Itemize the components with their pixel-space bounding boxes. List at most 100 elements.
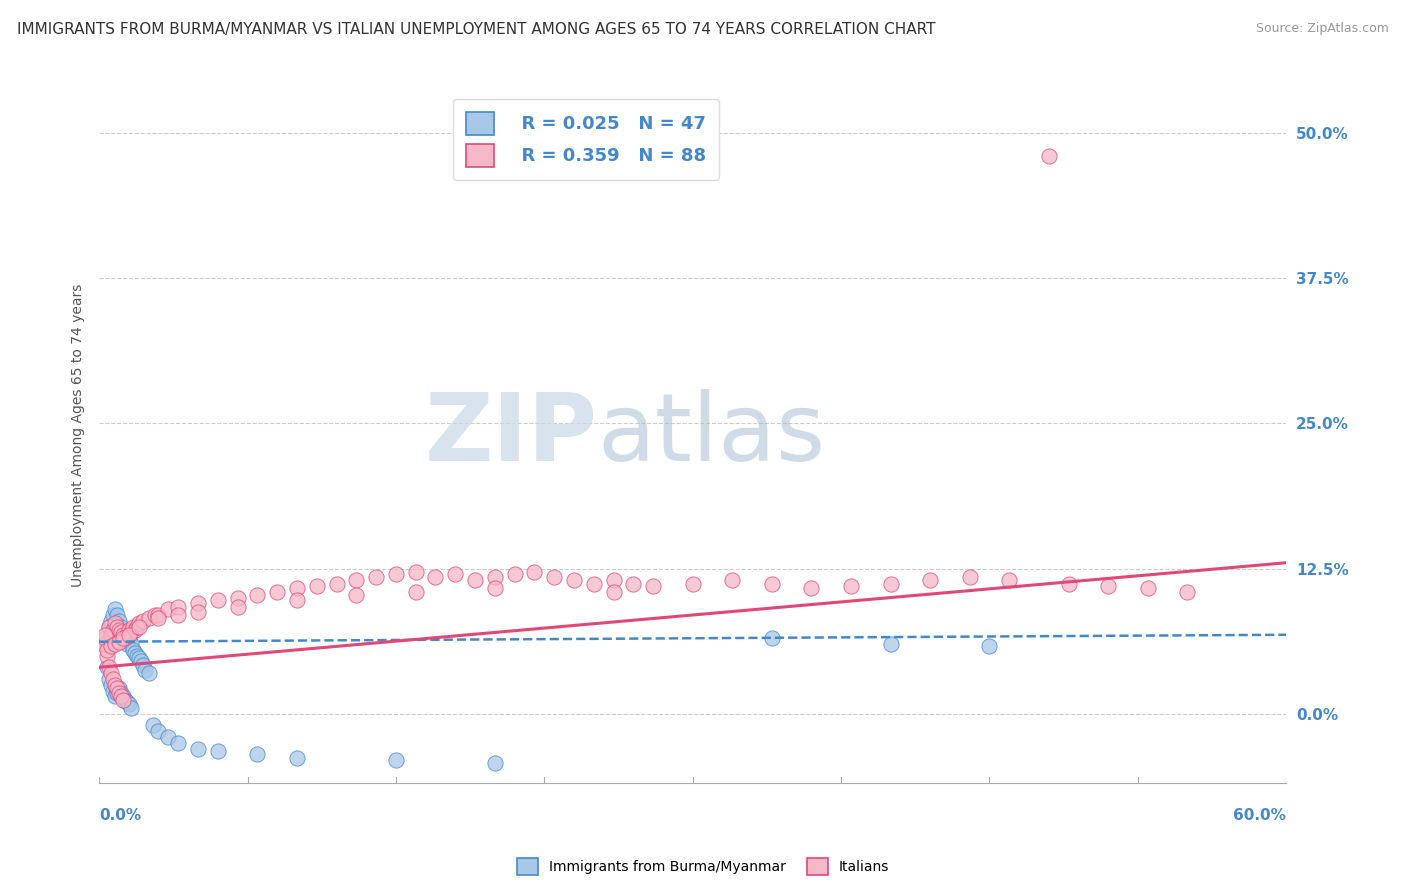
Point [266, 584, 288, 599]
Text: atlas: atlas [598, 389, 825, 481]
Point [167, 607, 190, 622]
Point [105, 607, 128, 622]
Point [105, 681, 128, 696]
Point [111, 625, 134, 640]
Point [118, 632, 141, 646]
Point [111, 632, 134, 646]
Point [110, 619, 132, 633]
Point [998, 573, 1021, 587]
Point [114, 632, 136, 646]
Point [118, 628, 141, 642]
Point [121, 643, 143, 657]
Y-axis label: Unemployment Among Ages 65 to 74 years: Unemployment Among Ages 65 to 74 years [72, 284, 86, 587]
Point [405, 584, 427, 599]
Point [108, 686, 131, 700]
Point [100, 640, 122, 654]
Point [879, 576, 901, 591]
Point [100, 614, 122, 628]
Point [94, 628, 117, 642]
Point [115, 637, 138, 651]
Point [582, 576, 605, 591]
Point [405, 565, 427, 579]
Point [134, 663, 156, 677]
Point [108, 634, 131, 648]
Point [98, 619, 121, 633]
Point [94, 632, 117, 646]
Point [1057, 576, 1080, 591]
Point [98, 660, 121, 674]
Point [187, 741, 209, 756]
Point [148, 611, 170, 625]
Point [484, 756, 506, 770]
Point [120, 637, 142, 651]
Point [108, 681, 131, 696]
Text: Source: ZipAtlas.com: Source: ZipAtlas.com [1256, 22, 1389, 36]
Point [444, 567, 467, 582]
Point [94, 637, 117, 651]
Point [96, 648, 118, 663]
Point [425, 569, 447, 583]
Legend: Immigrants from Burma/Myanmar, Italians: Immigrants from Burma/Myanmar, Italians [512, 853, 894, 880]
Point [959, 569, 981, 583]
Point [104, 637, 127, 651]
Point [141, 718, 163, 732]
Point [167, 736, 190, 750]
Point [602, 573, 624, 587]
Point [101, 623, 124, 637]
Point [285, 751, 308, 765]
Point [111, 690, 134, 704]
Point [167, 599, 190, 614]
Point [125, 619, 148, 633]
Point [148, 607, 170, 622]
Point [503, 567, 526, 582]
Point [1136, 582, 1159, 596]
Point [98, 619, 121, 633]
Point [131, 614, 153, 628]
Point [682, 576, 704, 591]
Point [187, 605, 209, 619]
Point [325, 576, 347, 591]
Point [143, 607, 166, 622]
Point [621, 576, 644, 591]
Point [100, 628, 122, 642]
Point [562, 573, 585, 587]
Point [879, 637, 901, 651]
Point [118, 698, 141, 712]
Point [128, 651, 150, 665]
Text: ZIP: ZIP [425, 389, 598, 481]
Point [1097, 579, 1119, 593]
Point [305, 579, 328, 593]
Point [464, 573, 486, 587]
Point [523, 565, 546, 579]
Point [100, 666, 122, 681]
Point [129, 655, 152, 669]
Point [101, 607, 124, 622]
Point [100, 678, 122, 692]
Point [128, 616, 150, 631]
Point [138, 611, 160, 625]
Point [115, 628, 138, 642]
Point [128, 619, 150, 633]
Point [246, 588, 269, 602]
Point [344, 588, 367, 602]
Text: 60.0%: 60.0% [1233, 808, 1286, 823]
Point [157, 730, 180, 744]
Point [131, 657, 153, 672]
Point [1175, 584, 1198, 599]
Point [120, 625, 142, 640]
Point [91, 637, 114, 651]
Point [543, 569, 565, 583]
Point [110, 686, 132, 700]
Point [118, 623, 141, 637]
Point [105, 619, 128, 633]
Point [110, 690, 132, 704]
Point [114, 693, 136, 707]
Text: IMMIGRANTS FROM BURMA/MYANMAR VS ITALIAN UNEMPLOYMENT AMONG AGES 65 TO 74 YEARS : IMMIGRANTS FROM BURMA/MYANMAR VS ITALIAN… [17, 22, 935, 37]
Point [104, 678, 127, 692]
Point [111, 693, 134, 707]
Point [104, 602, 127, 616]
Point [157, 602, 180, 616]
Point [226, 599, 249, 614]
Point [98, 672, 121, 686]
Point [207, 593, 229, 607]
